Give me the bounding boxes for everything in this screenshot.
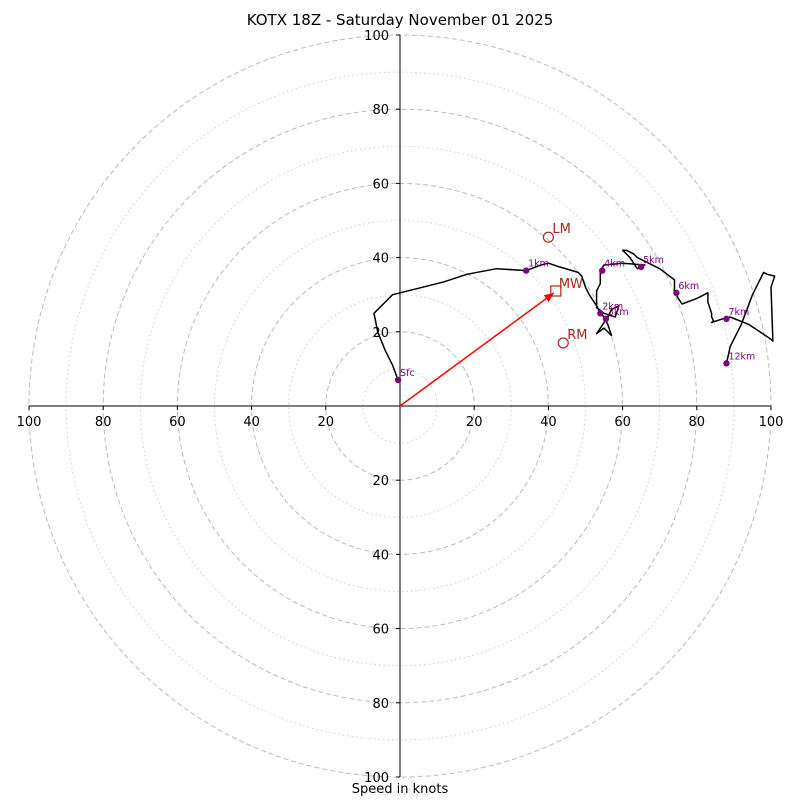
height-marker-1km [522, 267, 530, 274]
x-tick-label: 100 [759, 415, 784, 430]
height-label-6km: 6km [678, 281, 699, 292]
hodograph-line [373, 249, 776, 381]
x-tick-label: 40 [243, 415, 260, 430]
mean-wind-label: MW [559, 277, 583, 292]
height-marker-4km [598, 267, 606, 274]
x-tick-label: 80 [689, 415, 706, 430]
height-label-12km: 12km [728, 351, 755, 362]
y-tick-label: 60 [372, 623, 389, 638]
x-tick-label: 60 [614, 415, 631, 430]
y-tick-label: 80 [372, 103, 389, 118]
height-marker-Sfc [394, 376, 402, 384]
y-tick-label: 40 [372, 548, 389, 563]
height-label-5km: 5km [643, 255, 664, 266]
x-tick-label: 100 [17, 415, 42, 430]
x-tick-label: 20 [466, 415, 483, 430]
height-marker-2km [597, 310, 604, 317]
x-tick-label: 40 [540, 415, 557, 430]
y-tick-label: 40 [372, 252, 389, 267]
x-tick-label: 20 [318, 415, 335, 430]
height-marker-7km [723, 315, 730, 323]
height-label-4km: 4km [604, 259, 625, 270]
x-tick-label: 80 [95, 415, 112, 430]
left-mover-label: LM [552, 222, 570, 237]
y-tick-label: 100 [364, 771, 389, 786]
chart-title: KOTX 18Z - Saturday November 01 2025 [246, 11, 554, 29]
x-tick-label: 60 [169, 415, 186, 430]
height-marker-3km [602, 315, 610, 323]
height-marker-5km [637, 263, 645, 271]
height-label-3km: 3km [608, 307, 629, 318]
height-label-7km: 7km [728, 307, 749, 318]
height-label-Sfc: Sfc [400, 368, 415, 379]
y-tick-label: 20 [372, 474, 389, 489]
height-marker-12km [723, 360, 730, 367]
right-mover-marker [557, 337, 569, 349]
height-marker-6km [673, 289, 680, 297]
right-mover-label: RM [567, 328, 587, 343]
y-tick-label: 80 [372, 697, 389, 712]
y-tick-label: 100 [364, 29, 389, 44]
mean-wind-arrow [399, 292, 555, 407]
x-axis-label: Speed in knots [351, 782, 449, 797]
y-tick-label: 60 [372, 177, 389, 192]
mean-wind-marker [550, 285, 562, 297]
height-label-2km: 2km [602, 301, 623, 312]
left-mover-marker [542, 231, 555, 243]
height-label-1km: 1km [528, 259, 549, 270]
